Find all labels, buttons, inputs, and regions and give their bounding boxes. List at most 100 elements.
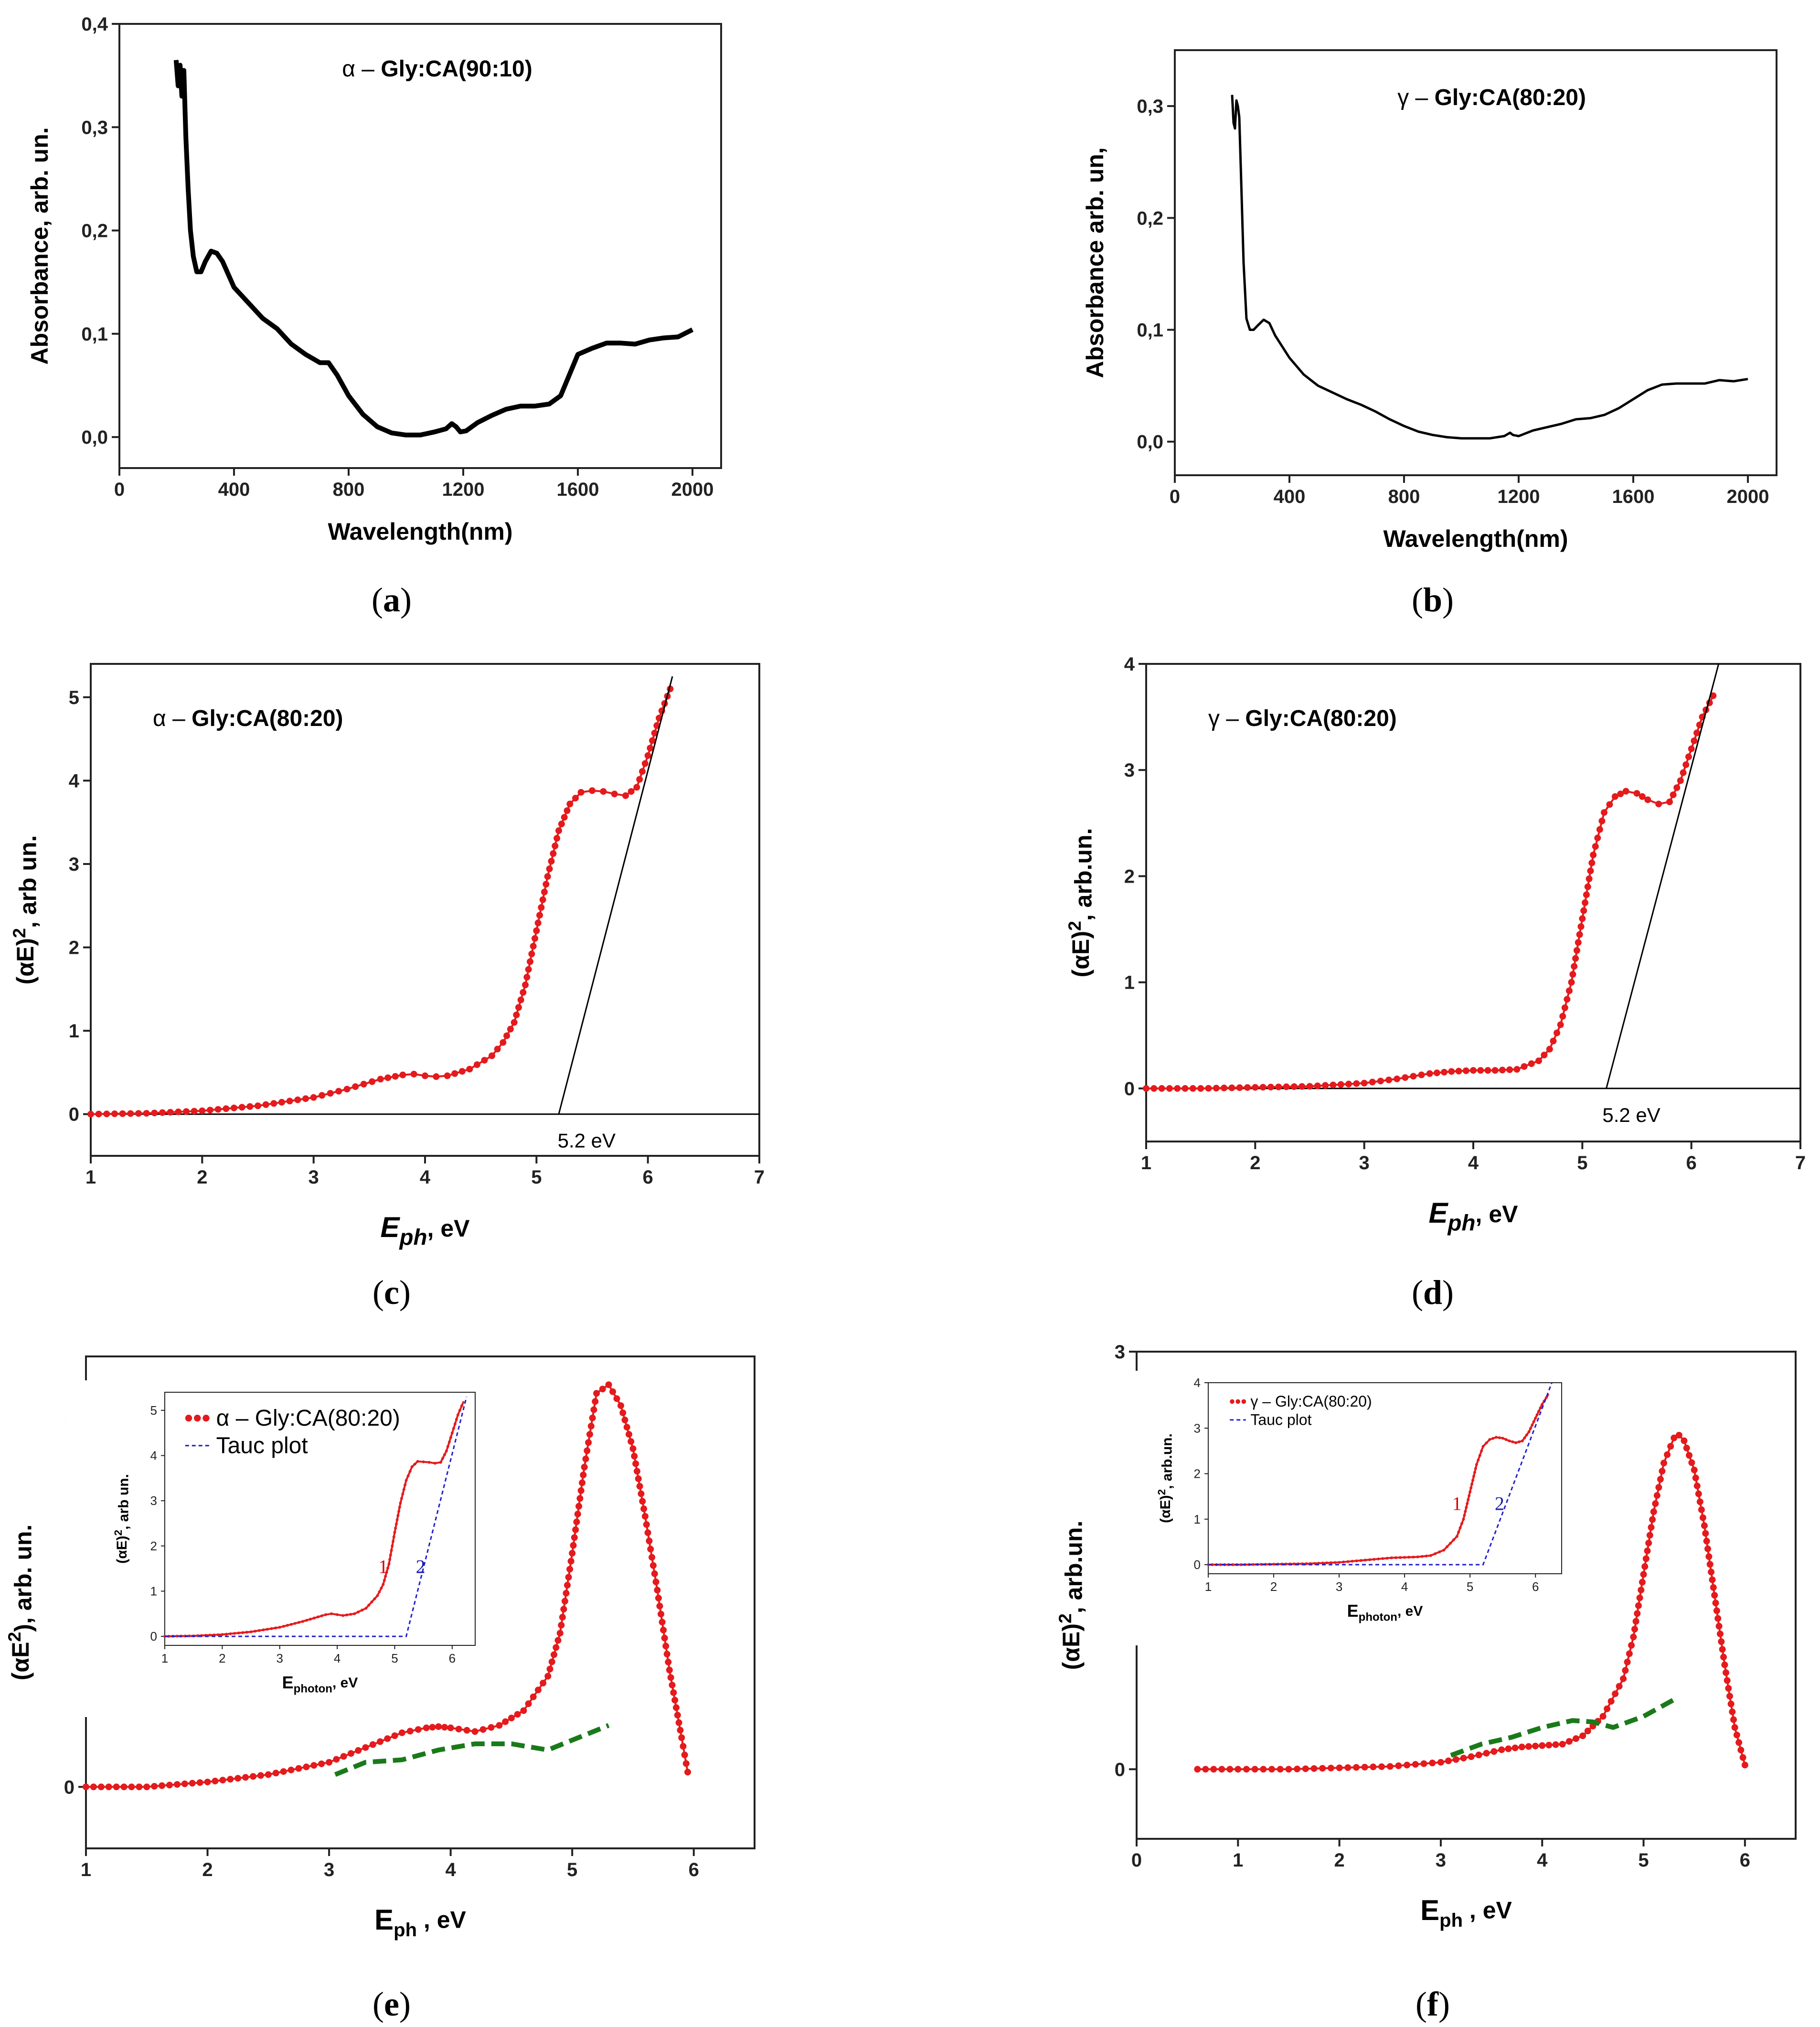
inset-data-point — [1355, 1559, 1358, 1563]
data-point — [682, 1760, 690, 1767]
data-point — [1377, 1078, 1384, 1085]
inset-data-point — [447, 1440, 451, 1444]
data-point — [295, 1765, 302, 1772]
inset-tauc-line — [165, 1397, 468, 1637]
data-point — [660, 1626, 667, 1633]
x-tick-label: 7 — [1795, 1152, 1806, 1174]
data-point — [572, 795, 579, 802]
data-point — [166, 1782, 173, 1789]
data-point — [640, 1505, 648, 1513]
x-tick-label: 1 — [1233, 1850, 1243, 1871]
data-point — [522, 981, 529, 989]
inset-data-point — [1368, 1558, 1372, 1561]
data-point — [1244, 1084, 1251, 1091]
inset-data-point — [237, 1632, 240, 1635]
data-point — [681, 1751, 688, 1759]
data-point — [1330, 1081, 1337, 1088]
data-point — [641, 760, 649, 767]
data-point — [1426, 1070, 1433, 1077]
data-point — [503, 1032, 511, 1039]
inset-data-point — [245, 1631, 248, 1634]
inset-data-point — [330, 1612, 333, 1615]
data-point — [1659, 1468, 1666, 1475]
inset-data-point — [266, 1628, 269, 1631]
data-point — [1596, 826, 1603, 833]
x-tick-label: 2 — [202, 1859, 213, 1880]
data-point — [1638, 1587, 1645, 1594]
data-point — [1657, 1476, 1664, 1483]
data-point — [582, 1455, 589, 1462]
caption-paren: ( — [373, 1273, 384, 1312]
inset-data-point — [257, 1629, 261, 1632]
data-point — [663, 1651, 671, 1658]
chart-title-prefix: γ – — [1208, 706, 1245, 731]
data-point — [1259, 1084, 1267, 1091]
data-point — [1720, 1654, 1727, 1661]
data-point — [1518, 1743, 1525, 1750]
x-axis-label: Eph , eV — [374, 1904, 466, 1941]
data-point — [1554, 1029, 1561, 1036]
data-point — [1568, 979, 1575, 986]
data-point — [1462, 1067, 1469, 1074]
data-point — [1573, 947, 1580, 954]
data-point — [1226, 1766, 1234, 1773]
data-point — [1460, 1754, 1467, 1761]
data-point — [496, 1722, 503, 1729]
inset-data-point — [1539, 1406, 1542, 1409]
chart-title-bold: Gly:CA(80:20) — [1245, 706, 1396, 731]
inset-data-point — [1465, 1506, 1468, 1509]
inset-data-point — [443, 1453, 446, 1456]
data-point — [1667, 1443, 1674, 1450]
data-point — [1174, 1085, 1181, 1092]
inset-data-point — [416, 1460, 419, 1463]
x-tick-label: 2 — [1334, 1850, 1344, 1871]
data-point — [1653, 1492, 1660, 1499]
inset-data-point — [390, 1549, 393, 1552]
inset-data-point — [1521, 1439, 1524, 1442]
data-point — [523, 973, 531, 981]
x-axis-label-main: E — [1347, 1601, 1359, 1621]
inset-data-point — [1475, 1463, 1478, 1466]
data-point — [593, 1390, 600, 1397]
data-point — [1641, 1563, 1649, 1570]
data-point — [1731, 1724, 1738, 1731]
inset-data-point — [1511, 1440, 1514, 1443]
data-point — [399, 1071, 406, 1078]
inset-data-point — [1527, 1430, 1531, 1433]
x-tick-label: 4 — [1468, 1152, 1479, 1174]
data-point — [1616, 1683, 1623, 1690]
x-tick-label: 400 — [1274, 486, 1306, 507]
data-point — [1640, 1571, 1647, 1578]
y-axis-label-sup: 2 — [1055, 1613, 1075, 1623]
inset-data-point — [367, 1603, 371, 1607]
data-point — [631, 1452, 638, 1460]
inset-data-point — [1472, 1474, 1475, 1478]
inset-data-point — [397, 1510, 401, 1513]
inset-data-point — [445, 1450, 448, 1453]
data-point — [1715, 1622, 1723, 1630]
data-point — [684, 1769, 691, 1776]
inset-data-point — [439, 1461, 442, 1464]
data-point — [262, 1101, 269, 1108]
inset-data-point — [394, 1522, 398, 1526]
data-point — [1228, 1084, 1235, 1091]
y-axis-label-sup: 2 — [1064, 921, 1085, 931]
data-point — [1579, 1732, 1586, 1739]
y-tick-label: 1 — [1124, 972, 1135, 993]
data-point — [151, 1110, 158, 1117]
inset-data-point — [404, 1483, 407, 1487]
inset-data-point — [316, 1615, 319, 1619]
data-point — [143, 1783, 150, 1791]
data-point — [1588, 859, 1596, 866]
data-point — [199, 1107, 206, 1114]
data-point — [1221, 1084, 1228, 1091]
data-point — [441, 1724, 448, 1731]
plot-frame — [164, 1392, 476, 1646]
data-point — [1680, 769, 1687, 776]
data-point — [558, 1622, 565, 1629]
inset-curve-number-1: 1 — [378, 1556, 388, 1578]
plot-frame — [90, 663, 760, 1157]
data-point — [553, 1644, 560, 1651]
x-axis-label-main: E — [380, 1211, 400, 1243]
inset-data-point — [395, 1518, 399, 1522]
